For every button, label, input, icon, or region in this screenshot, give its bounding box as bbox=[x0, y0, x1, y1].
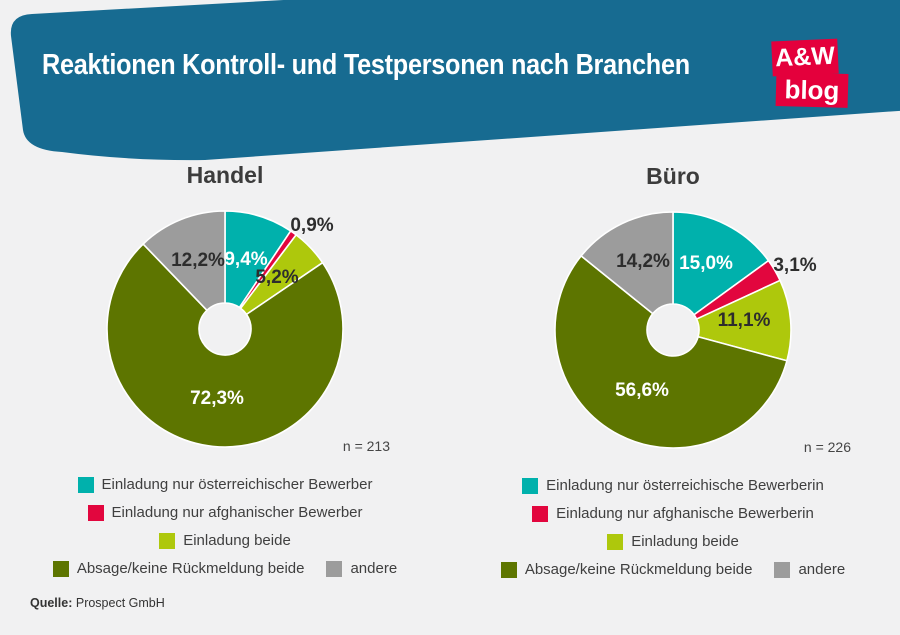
page-title: Reaktionen Kontroll- und Testpersonen na… bbox=[42, 49, 690, 81]
legend-swatch bbox=[87, 504, 104, 521]
legend-row: Absage/keine Rückmeldung beide andere bbox=[25, 560, 425, 577]
legend-item-einladung-beide: Einladung beide bbox=[607, 533, 739, 550]
donut-chart-buero bbox=[554, 211, 792, 449]
legend-item-einladung-beide: Einladung beide bbox=[159, 532, 291, 549]
legend-buero: Einladung nur österreichische Bewerberin… bbox=[473, 477, 873, 589]
source-label: Quelle: bbox=[30, 596, 73, 610]
legend-handel: Einladung nur österreichischer Bewerber E… bbox=[25, 476, 425, 588]
legend-label: Einladung nur afghanischer Bewerber bbox=[111, 504, 363, 521]
legend-row: Einladung nur afghanische Bewerberin bbox=[473, 505, 873, 522]
donut-slice-andere bbox=[580, 211, 674, 315]
header-banner bbox=[10, 0, 900, 161]
legend-label: Einladung nur afghanische Bewerberin bbox=[556, 505, 814, 522]
chart-buero: Büro n = 226 Einladung nur österreichisc… bbox=[500, 163, 851, 578]
percent-label-absage-keine-r-ckmeldung-beide: 56,6% bbox=[615, 380, 669, 401]
logo-aw-text: A&W bbox=[774, 41, 836, 73]
sample-size-handel: n = 213 bbox=[342, 438, 390, 454]
donut-slice-absage-keine-r-ckmeldung-beide bbox=[554, 255, 788, 449]
legend-item-absage-keine-r-ckmeldung-beide: Absage/keine Rückmeldung beide bbox=[500, 561, 753, 578]
percent-label-andere: 12,2% bbox=[171, 250, 225, 271]
donut-slice-absage-keine-r-ckmeldung-beide bbox=[106, 243, 344, 448]
legend-swatch bbox=[326, 560, 343, 577]
legend-label: Einladung nur österreichischer Bewerber bbox=[101, 476, 373, 493]
donut-chart-handel bbox=[106, 210, 344, 448]
legend-swatch bbox=[532, 505, 549, 522]
legend-item-andere: andere bbox=[326, 560, 397, 577]
sample-size-buero: n = 226 bbox=[803, 439, 851, 455]
logo-blog-text: blog bbox=[784, 73, 840, 106]
chart-handel: Handel n = 213 Einladung nur österreichi… bbox=[52, 162, 397, 577]
legend-item-absage-keine-r-ckmeldung-beide: Absage/keine Rückmeldung beide bbox=[52, 560, 305, 577]
logo-blog-box: blog bbox=[775, 72, 849, 108]
legend-swatch bbox=[52, 560, 69, 577]
chart-title-buero: Büro bbox=[646, 163, 700, 189]
legend-item-einladung-nur-sterreichische-bewerberin: Einladung nur österreichische Bewerberin bbox=[522, 477, 824, 494]
donut-slice-einladung-beide bbox=[695, 279, 792, 362]
aw-blog-logo[interactable]: A&W blog bbox=[771, 38, 849, 108]
legend-row: Einladung nur österreichische Bewerberin bbox=[473, 477, 873, 494]
legend-label: Absage/keine Rückmeldung beide bbox=[524, 561, 753, 578]
percent-label-einladung-nur-afghanische-bewerberin: 3,1% bbox=[773, 255, 817, 276]
legend-label: andere bbox=[798, 561, 846, 578]
legend-row: Einladung nur afghanischer Bewerber bbox=[25, 504, 425, 521]
source-value: Prospect GmbH bbox=[75, 596, 165, 610]
legend-row: Einladung beide bbox=[25, 532, 425, 549]
legend-item-einladung-nur-sterreichischer-bewerber: Einladung nur österreichischer Bewerber bbox=[77, 476, 373, 493]
donut-slice-einladung-nur-sterreichische-bewerberin bbox=[672, 211, 770, 316]
donut-slice-andere bbox=[142, 210, 226, 312]
legend-swatch bbox=[159, 532, 176, 549]
percent-label-einladung-beide: 11,1% bbox=[717, 310, 771, 331]
percent-label-andere: 14,2% bbox=[616, 251, 670, 272]
chart-title-handel: Handel bbox=[186, 162, 264, 188]
legend-label: Einladung nur österreichische Bewerberin bbox=[546, 477, 824, 494]
legend-swatch bbox=[774, 561, 791, 578]
percent-label-einladung-nur-sterreichische-bewerberin: 15,0% bbox=[679, 253, 733, 274]
legend-label: Einladung beide bbox=[631, 533, 739, 550]
percent-label-einladung-beide: 5,2% bbox=[255, 267, 299, 288]
legend-item-einladung-nur-afghanische-bewerberin: Einladung nur afghanische Bewerberin bbox=[532, 505, 814, 522]
legend-row: Absage/keine Rückmeldung beide andere bbox=[473, 561, 873, 578]
legend-label: andere bbox=[350, 560, 398, 577]
source-note: Quelle: Prospect GmbH bbox=[30, 596, 165, 610]
legend-label: Einladung beide bbox=[183, 532, 291, 549]
percent-label-einladung-nur-afghanischer-bewerber: 0,9% bbox=[290, 215, 334, 236]
legend-row: Einladung beide bbox=[473, 533, 873, 550]
legend-item-einladung-nur-afghanischer-bewerber: Einladung nur afghanischer Bewerber bbox=[87, 504, 363, 521]
legend-item-andere: andere bbox=[774, 561, 845, 578]
percent-label-einladung-nur-sterreichischer-bewerber: 9,4% bbox=[224, 249, 268, 270]
legend-swatch bbox=[500, 561, 517, 578]
legend-swatch bbox=[607, 533, 624, 550]
legend-swatch bbox=[522, 477, 539, 494]
legend-swatch bbox=[77, 476, 94, 493]
legend-label: Absage/keine Rückmeldung beide bbox=[76, 560, 305, 577]
logo-aw-box: A&W bbox=[771, 38, 839, 77]
legend-row: Einladung nur österreichischer Bewerber bbox=[25, 476, 425, 493]
percent-label-absage-keine-r-ckmeldung-beide: 72,3% bbox=[190, 388, 244, 409]
